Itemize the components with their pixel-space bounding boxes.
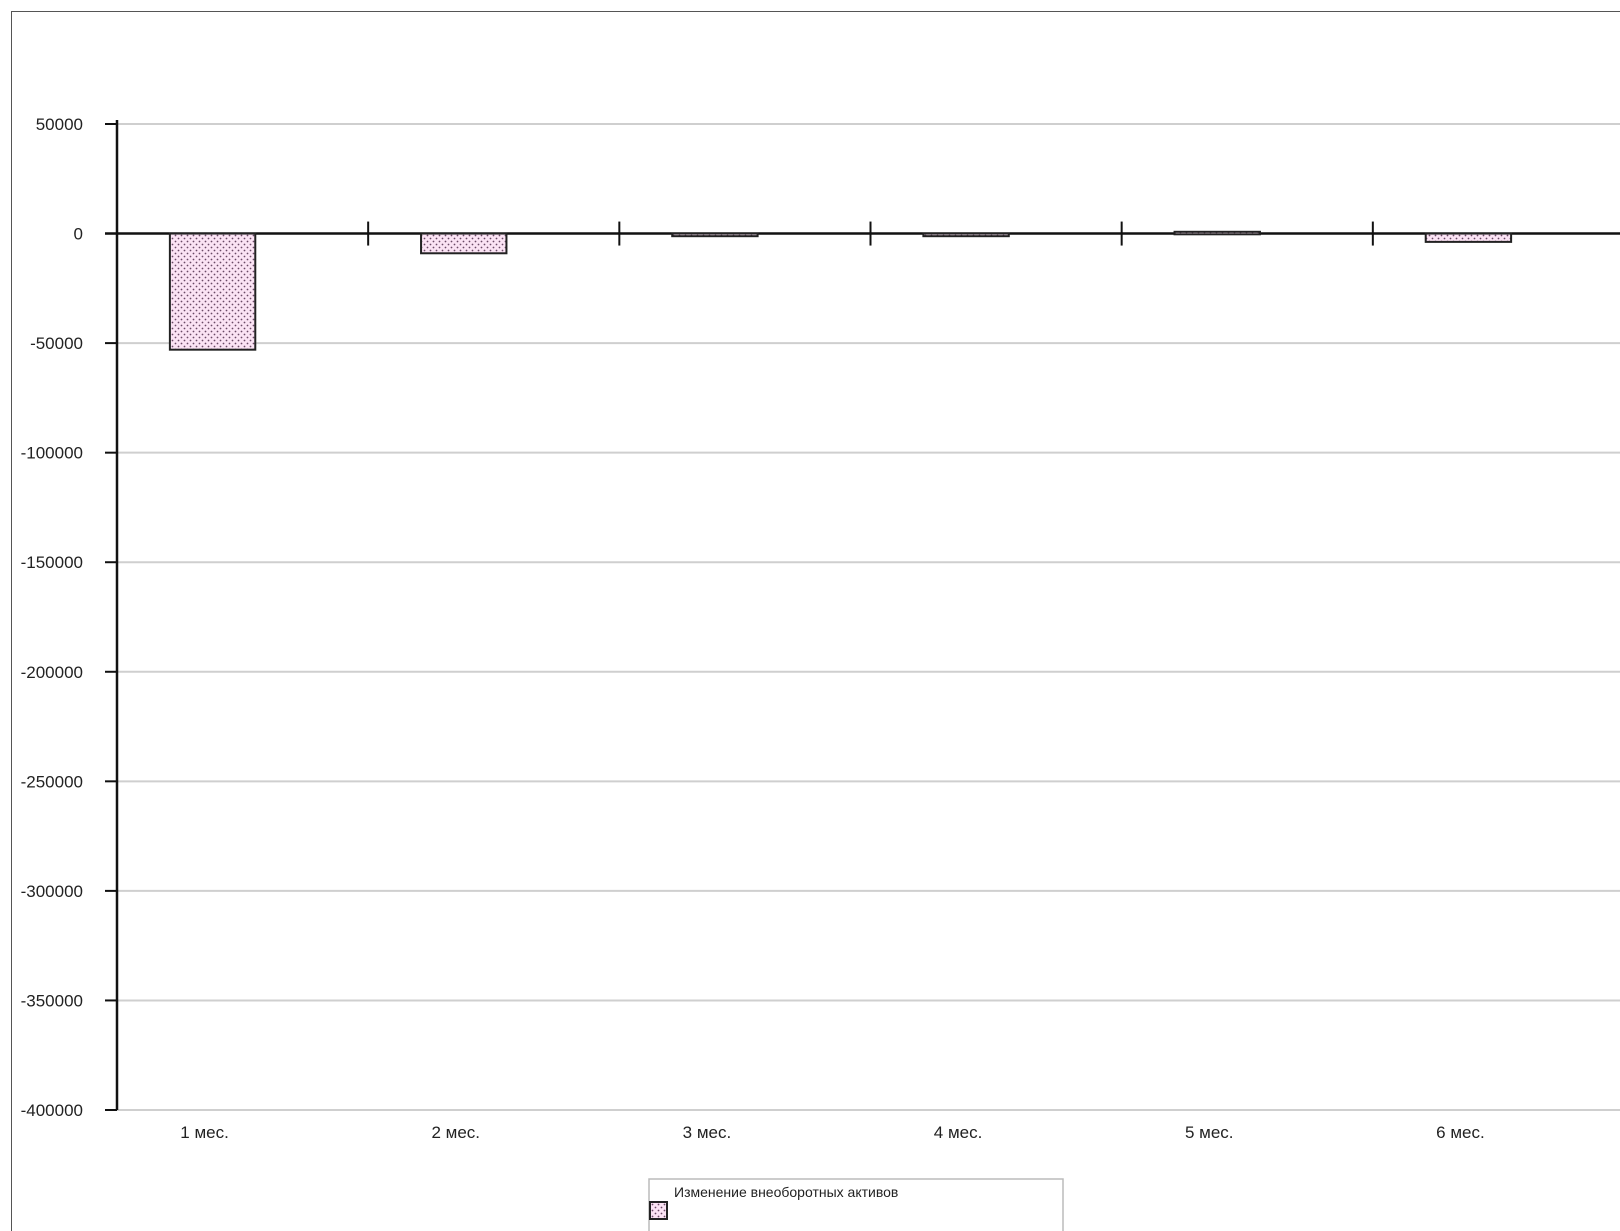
bar[interactable] [168,232,257,351]
legend-swatch [649,1201,668,1220]
y-tick-label: -150000 [21,553,83,572]
x-tick-label: 2 мес. [431,1123,480,1142]
bar[interactable] [671,232,759,238]
y-tick-label: 0 [74,225,83,244]
x-tick-label: 6 мес. [1436,1123,1485,1142]
y-tick-label: -250000 [21,772,83,791]
y-tick-label: -100000 [21,444,83,463]
x-tick-label: 3 мес. [683,1123,732,1142]
x-tick-label: 1 мес. [180,1123,229,1142]
legend-label: Изменение внеоборотных активов [674,1184,898,1200]
bar[interactable] [922,232,1010,238]
bar[interactable] [1424,232,1513,243]
legend-box [648,1178,1064,1231]
y-tick-label: -300000 [21,882,83,901]
bar[interactable] [420,232,508,255]
y-tick-label: -350000 [21,991,83,1010]
bar[interactable] [1173,230,1261,236]
x-tick-label: 4 мес. [934,1123,983,1142]
y-tick-label: -400000 [21,1101,83,1120]
y-tick-label: -50000 [30,334,83,353]
x-tick-label: 5 мес. [1185,1123,1234,1142]
y-tick-label: 50000 [36,115,83,134]
y-tick-label: -200000 [21,663,83,682]
chart-frame [11,11,1620,1231]
